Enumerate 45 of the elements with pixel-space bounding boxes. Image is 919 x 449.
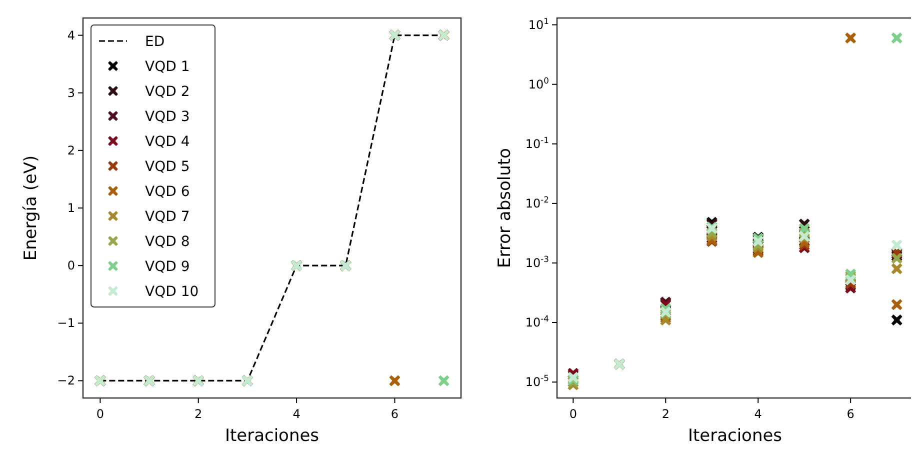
y-axis-title: Energía (eV): [21, 155, 41, 261]
y-tick-label: 4: [67, 28, 75, 42]
x-tick-label: 6: [846, 407, 854, 421]
x-tick-label: 2: [194, 407, 202, 421]
y-tick-label: 10$^{-1}$: [525, 134, 549, 151]
y-tick-label: 0: [67, 258, 75, 273]
point: [891, 32, 902, 44]
y-tick-label: 10$^{-3}$: [525, 254, 549, 270]
legend-label: VQD 9: [145, 259, 190, 275]
y-tick-label: 10$^{1}$: [528, 16, 549, 32]
x-tick-label: 0: [569, 407, 577, 421]
x-tick-label: 2: [662, 407, 670, 421]
legend-label: ED: [145, 34, 165, 50]
legend-label: VQD 1: [145, 59, 190, 75]
legend-label: VQD 4: [145, 134, 190, 150]
y-tick-label: 10$^{0}$: [528, 75, 549, 92]
x-tick-label: 6: [390, 407, 399, 421]
y-tick-label: 10$^{-5}$: [525, 373, 549, 390]
y-axis-title: Error absoluto: [495, 148, 515, 268]
y-tick-label: 10$^{-4}$: [525, 314, 549, 330]
point: [891, 314, 902, 326]
x-axis-title: Iteraciones: [224, 426, 320, 446]
point: [891, 299, 902, 310]
x-tick-label: 0: [96, 407, 104, 421]
y-tick-label: −1: [57, 316, 75, 330]
legend-label: VQD 10: [145, 284, 199, 300]
legend-label: VQD 8: [145, 234, 190, 250]
point: [891, 263, 902, 274]
y-tick-label: 1: [67, 201, 75, 215]
legend-label: VQD 7: [145, 209, 190, 225]
y-tick-label: 10$^{-2}$: [525, 194, 549, 210]
point: [438, 375, 450, 386]
legend-label: VQD 6: [145, 184, 190, 200]
y-tick-label: −2: [57, 374, 75, 388]
point: [845, 32, 856, 44]
point: [389, 375, 400, 386]
x-tick-label: 4: [754, 407, 762, 421]
legend-label: VQD 2: [145, 84, 190, 100]
y-tick-label: 3: [67, 86, 75, 100]
x-axis-title: Iteraciones: [688, 426, 782, 446]
point: [891, 240, 902, 251]
y-tick-label: 2: [67, 143, 75, 158]
legend-label: VQD 5: [145, 159, 190, 175]
legend-label: VQD 3: [145, 109, 190, 125]
x-tick-label: 4: [292, 407, 300, 421]
